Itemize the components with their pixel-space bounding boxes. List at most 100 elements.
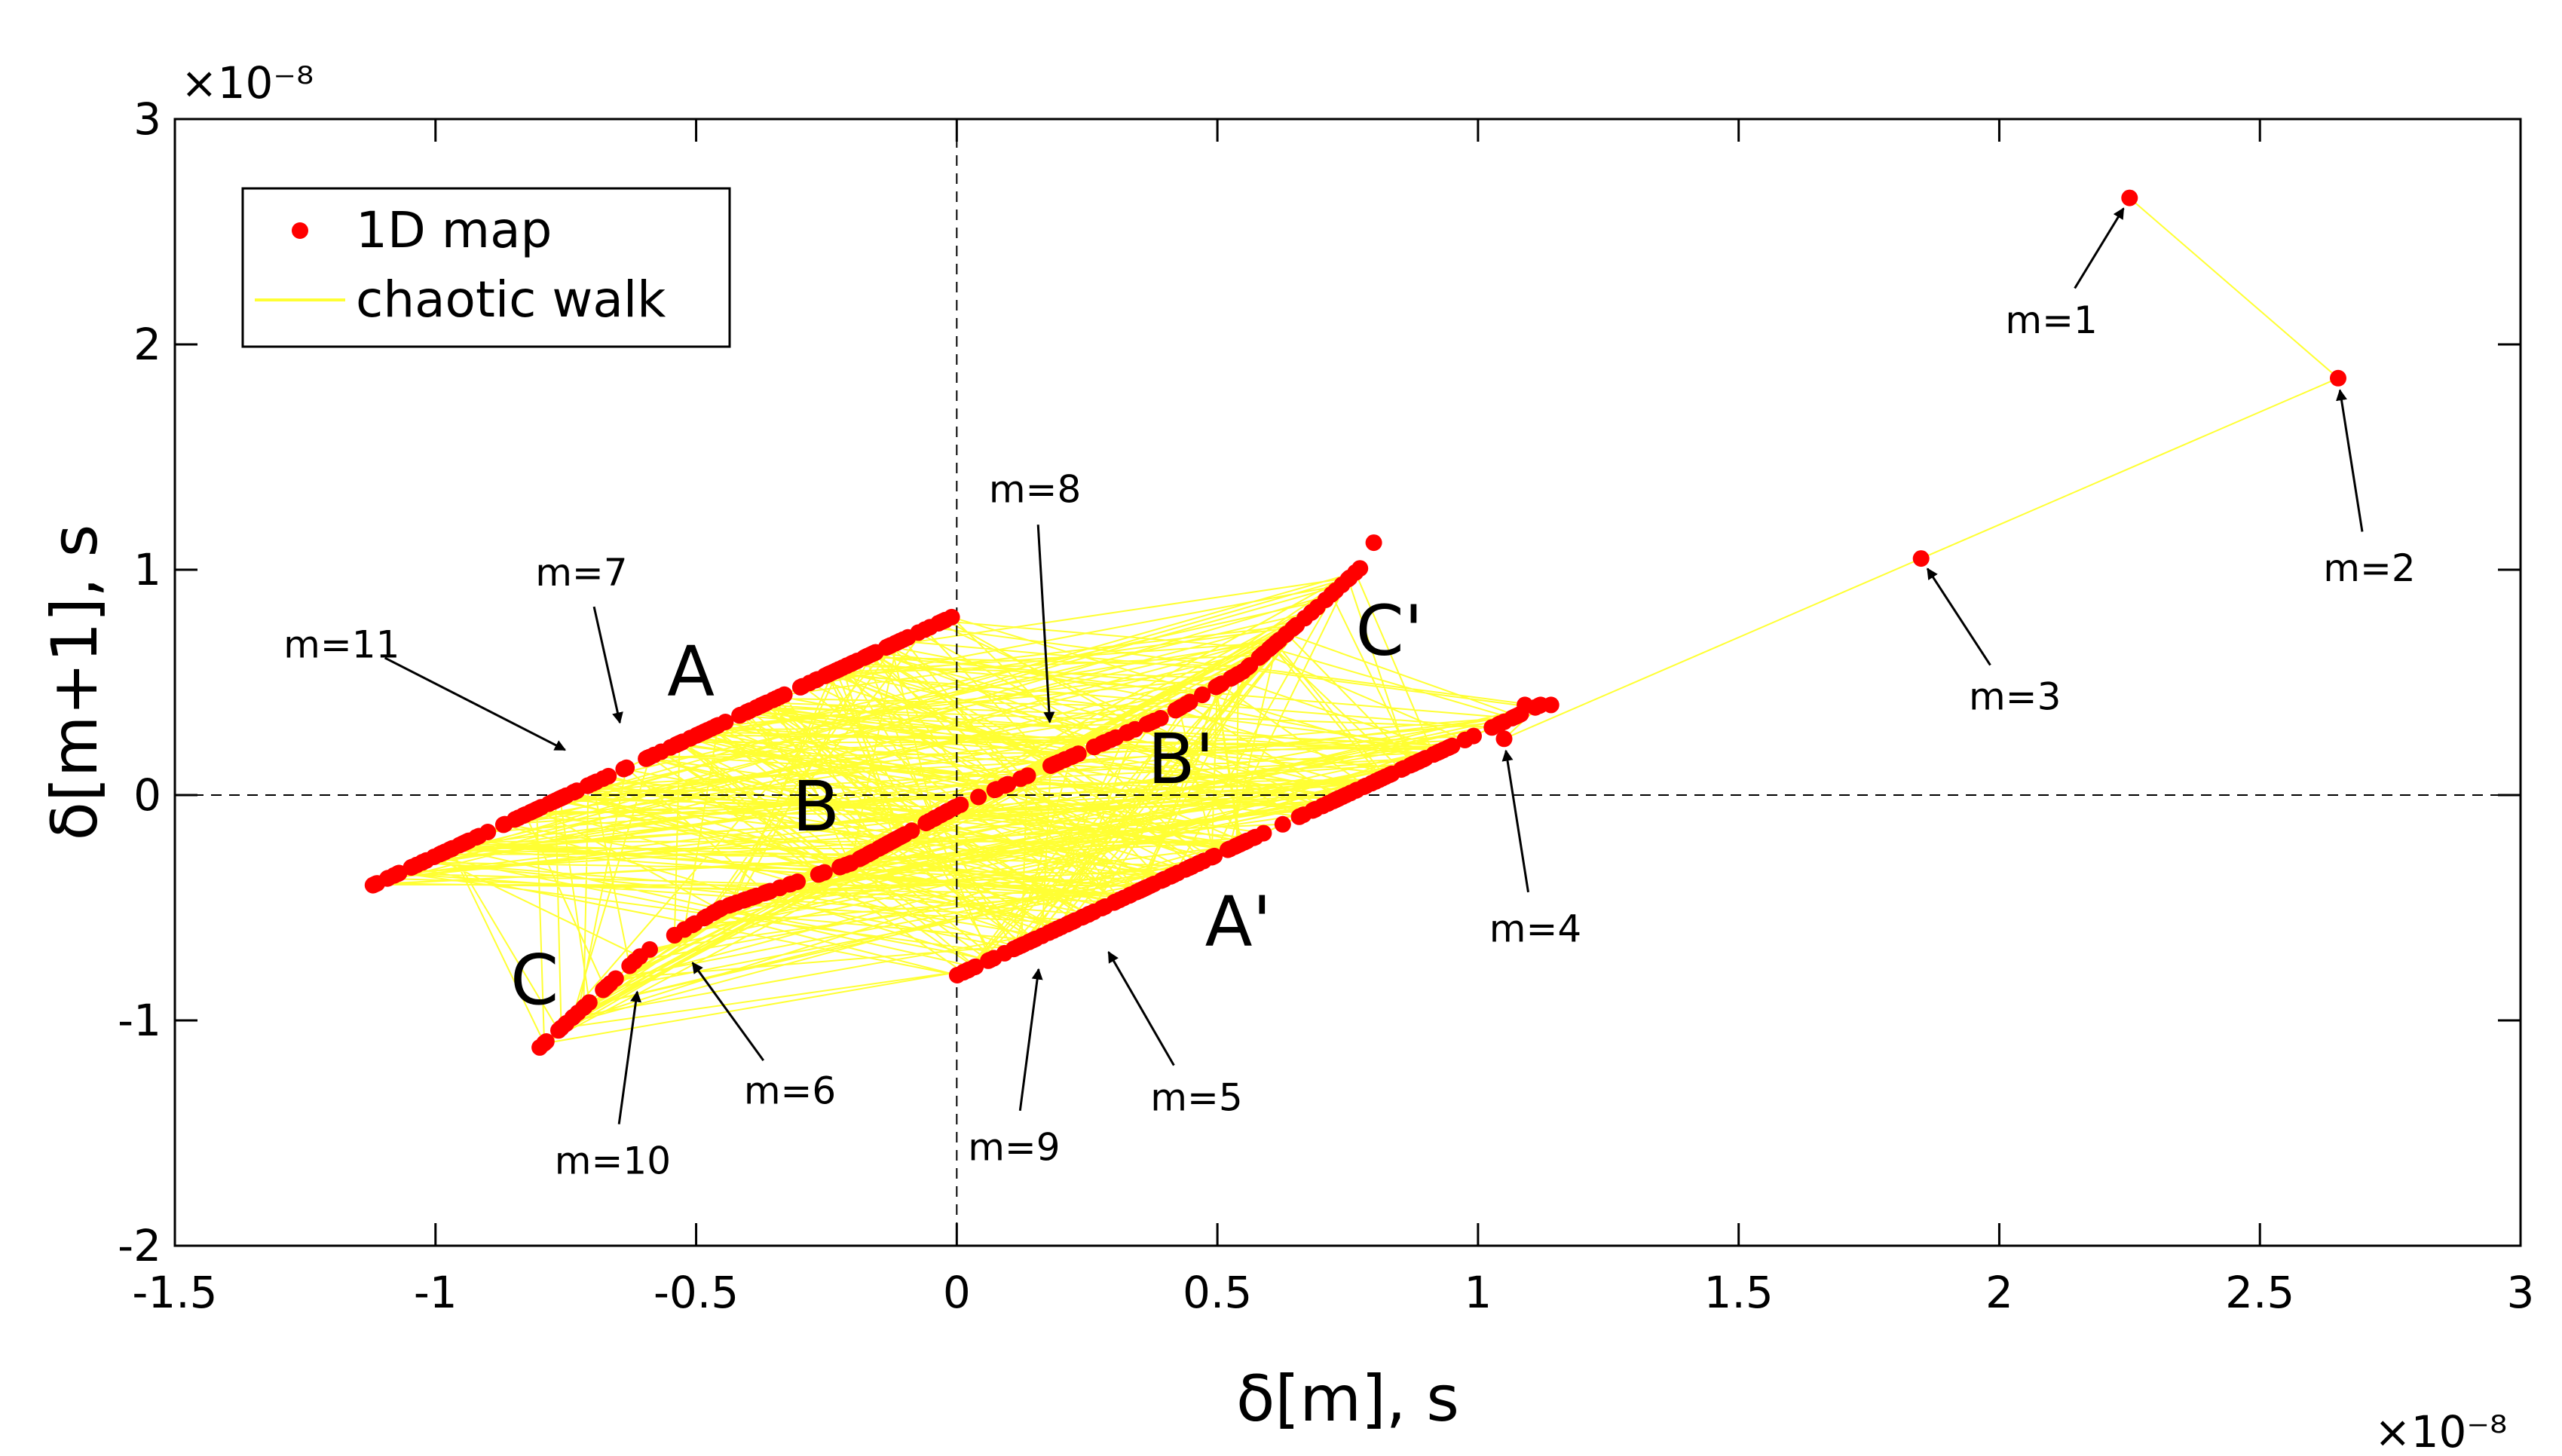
zero-guides — [175, 119, 2521, 1246]
annotation-label: m=8 — [989, 467, 1081, 511]
y-tick-label: 2 — [133, 319, 161, 370]
region-label: C' — [1356, 591, 1424, 671]
x-tick-label: -1.5 — [132, 1267, 217, 1318]
map-point — [1033, 927, 1051, 944]
map-point — [811, 865, 828, 882]
x-tick-label: 2.5 — [2225, 1267, 2294, 1318]
annotation-label: m=10 — [555, 1139, 671, 1182]
region-label: A' — [1205, 881, 1272, 962]
region-label: A — [667, 632, 715, 712]
legend-label-chaotic-walk: chaotic walk — [356, 271, 666, 329]
map-point — [1093, 900, 1110, 916]
map-point — [1177, 861, 1194, 878]
map-point — [717, 714, 734, 730]
region-label: B' — [1147, 719, 1214, 800]
map-point — [1171, 699, 1188, 717]
map-point — [1465, 727, 1482, 745]
map-point — [631, 948, 648, 965]
map-point — [579, 777, 596, 794]
annotation-label: m=7 — [535, 551, 627, 595]
map-point — [1517, 696, 1534, 714]
map-point — [1374, 769, 1391, 787]
map-point — [682, 730, 699, 747]
map-point — [1053, 918, 1070, 935]
map-point — [1365, 534, 1382, 552]
map-point — [698, 908, 715, 925]
map-point — [926, 810, 943, 827]
x-tick-label: 3 — [2507, 1267, 2535, 1318]
map-point — [1086, 738, 1103, 755]
x-tick-label: -0.5 — [654, 1267, 739, 1318]
map-point — [742, 702, 758, 719]
annotation-layer: m=1 m=2 m=3 m=4 m=5 m=6 m=7 m=8 m=9 m=10 m=11 — [283, 207, 2416, 1182]
annotation-label: m=9 — [968, 1125, 1060, 1169]
annotation-label: m=1 — [2005, 298, 2097, 342]
map-point — [1111, 892, 1128, 909]
map-point — [960, 962, 977, 979]
map-point — [533, 799, 550, 816]
map-point — [1347, 564, 1364, 581]
plot-frame — [173, 118, 2522, 1247]
x-tick-label: 1.5 — [1704, 1267, 1774, 1318]
x-tick-label: 0 — [943, 1267, 971, 1318]
annotation-arrow — [2336, 389, 2364, 532]
y-tick-label: 1 — [133, 544, 161, 595]
annotation-label: m=6 — [744, 1069, 836, 1113]
map-point — [838, 657, 856, 674]
map-point — [1142, 877, 1159, 894]
map-point — [999, 775, 1016, 793]
x-exponent-label: ×10⁻⁸ — [2374, 1406, 2507, 1456]
map-point — [761, 882, 779, 900]
map-point — [1245, 829, 1262, 846]
x-tick-label: 1 — [1464, 1267, 1492, 1318]
map-point — [1307, 800, 1324, 818]
map-point — [408, 856, 425, 873]
map-point — [879, 835, 896, 852]
map-point — [364, 876, 381, 894]
map-point — [1222, 840, 1239, 858]
map-point — [1194, 686, 1211, 703]
map-point — [809, 671, 826, 688]
map-point — [468, 829, 485, 846]
map-point — [944, 800, 962, 817]
y-tick-label: 0 — [133, 769, 161, 821]
map-point — [891, 828, 908, 846]
map-point — [618, 759, 635, 776]
map-point — [1284, 620, 1301, 638]
map-point — [1334, 788, 1351, 805]
map-point — [917, 621, 933, 638]
map-point — [879, 638, 896, 656]
y-axis-label: δ[m+1], s — [38, 525, 112, 841]
transient-point — [1495, 730, 1513, 748]
transient-point — [2330, 369, 2346, 387]
map-point — [1203, 849, 1220, 866]
map-point — [1327, 582, 1345, 599]
map-point — [899, 629, 917, 646]
map-point — [385, 867, 403, 884]
x-tick-label: 2 — [1985, 1267, 2013, 1318]
map-point — [1274, 815, 1291, 833]
annotation-arrow — [1018, 968, 1043, 1111]
axis-ticks: -1.5 -1 -0.5 0 0.5 1 1.5 2 2.5 3 -2 -1 0 1 2 3 — [118, 93, 2534, 1318]
annotation-arrow — [1107, 951, 1175, 1066]
map-point — [531, 1038, 549, 1056]
annotation-arrow — [691, 962, 765, 1061]
map-point — [595, 981, 612, 999]
region-label: B — [792, 766, 840, 847]
y-tick-label: -2 — [118, 1220, 161, 1271]
map-point — [565, 784, 582, 801]
map-point — [1495, 713, 1513, 730]
legend-box — [241, 187, 731, 348]
annotation-label: m=5 — [1150, 1076, 1242, 1120]
map-point — [1224, 668, 1241, 686]
transient-point — [2121, 189, 2138, 206]
map-point — [1152, 710, 1169, 726]
x-axis-label: δ[m], s — [1236, 1362, 1459, 1436]
x-tick-label: 0.5 — [1183, 1267, 1252, 1318]
map-point — [768, 690, 785, 707]
map-point — [575, 999, 592, 1017]
map-point — [1050, 754, 1067, 771]
y-exponent-label: ×10⁻⁸ — [181, 57, 314, 109]
annotation-arrow — [592, 606, 623, 724]
